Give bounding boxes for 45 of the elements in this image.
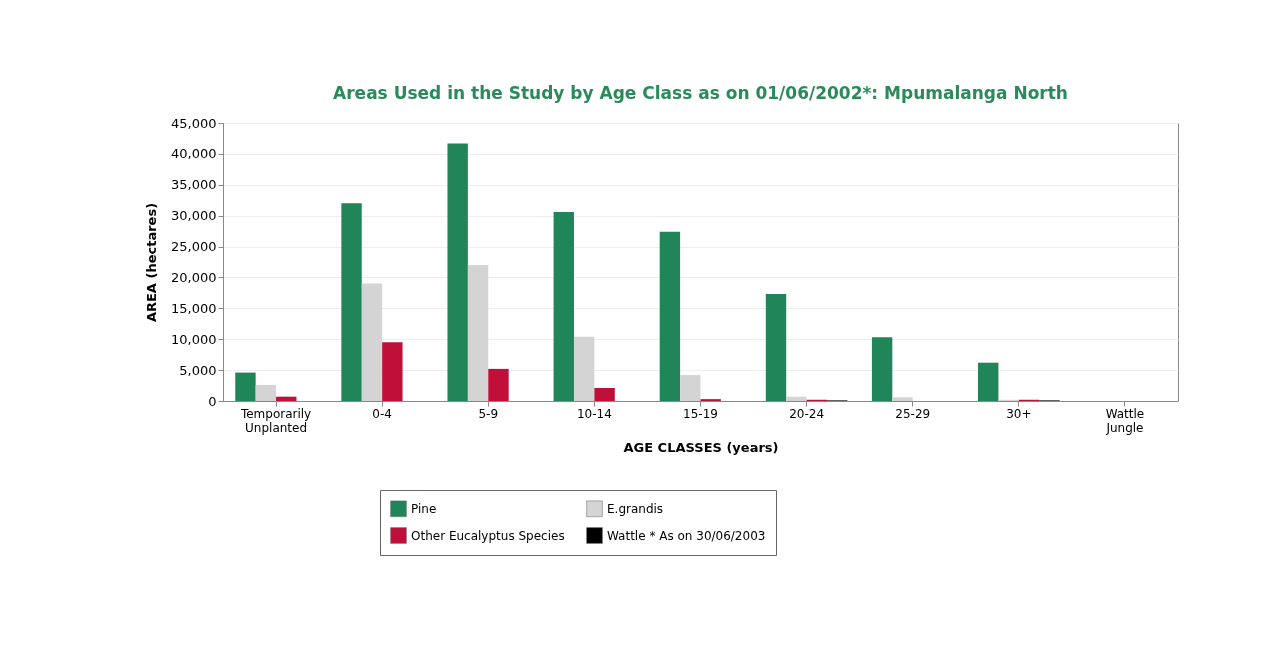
y-tick-label: 30,000	[171, 208, 217, 224]
legend-label: Pine	[411, 501, 437, 516]
bar	[447, 143, 468, 401]
bar	[382, 342, 403, 401]
bar	[871, 337, 893, 401]
x-tick-label: Temporarily Unplanted	[239, 406, 312, 435]
bar	[659, 231, 681, 401]
bar	[786, 396, 807, 401]
chart-title: Areas Used in the Study by Age Class as on 01/06/2002*: Mpumalanga North	[333, 83, 1068, 103]
bar	[978, 362, 999, 401]
bar	[680, 375, 701, 401]
y-tick-label: 35,000	[171, 177, 217, 193]
y-tick-label: 25,000	[171, 239, 217, 255]
x-tick-label: 10-14	[576, 406, 612, 421]
y-tick-label: 45,000	[171, 115, 217, 131]
x-tick-label: 20-24	[789, 406, 825, 421]
x-axis-title: AGE CLASSES (years)	[623, 439, 779, 455]
x-tick-label: 0-4	[372, 406, 392, 421]
y-tick-label: 5,000	[179, 362, 217, 378]
legend-label: Wattle * As on 30/06/2003	[607, 528, 766, 543]
x-tick-label: 15-19	[683, 406, 718, 421]
bar	[255, 384, 277, 401]
legend-label: E.grandis	[607, 501, 664, 516]
bar	[276, 396, 297, 401]
x-tick-label: 25-29	[895, 406, 931, 421]
y-tick-label: 20,000	[171, 269, 217, 285]
bar	[573, 336, 595, 401]
bar	[467, 265, 489, 401]
y-tick-label: 0	[208, 393, 217, 409]
y-axis-title: AREA (hectares)	[144, 202, 160, 323]
legend-label: Other Eucalyptus Species	[411, 528, 565, 543]
bar	[594, 388, 615, 401]
y-tick-label: 15,000	[171, 300, 217, 316]
bar	[892, 397, 913, 401]
bar	[341, 203, 362, 401]
bar	[488, 368, 509, 401]
x-tick-label: Wattle Jungle	[1105, 406, 1145, 435]
bar	[361, 283, 383, 401]
y-tick-label: 10,000	[171, 331, 217, 347]
bar	[235, 372, 256, 401]
bar	[765, 294, 787, 401]
bar	[553, 211, 574, 401]
y-tick-label: 40,000	[171, 146, 217, 162]
x-tick-label: 5-9	[478, 406, 499, 421]
x-tick-label: 30+	[1006, 406, 1032, 421]
